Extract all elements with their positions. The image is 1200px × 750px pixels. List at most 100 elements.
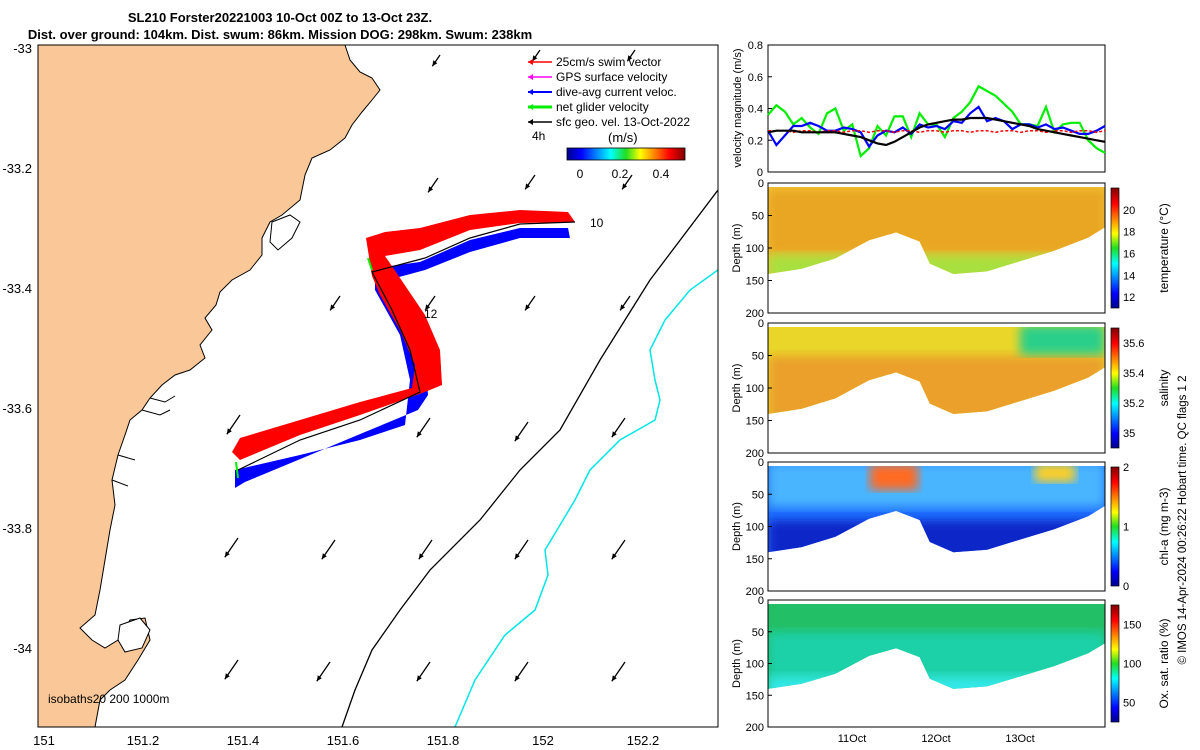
day-label-12: 12: [424, 307, 438, 321]
depth-tick: 150: [746, 554, 764, 566]
geo-velocity-arrow: [621, 174, 633, 190]
depth-tick: 0: [758, 318, 764, 330]
geo-velocity-arrow: [514, 661, 529, 682]
geo-velocity-arrow: [418, 539, 433, 560]
latitude-axis: -33 -33.2 -33.4 -33.6 -33.8 -34: [2, 41, 32, 656]
colorbar-tick: 14: [1123, 270, 1135, 282]
section-band: [768, 355, 1105, 414]
colorbar-tick: 100: [1123, 659, 1141, 671]
lon-tick: 151.2: [127, 733, 160, 748]
geo-velocity-arrow: [611, 661, 626, 682]
map-legend: 25cm/s swim vector GPS surface velocity …: [528, 55, 690, 181]
map-frame: [37, 44, 719, 728]
geo-velocity-arrow: [226, 414, 241, 435]
geo-velocity-arrow: [611, 417, 626, 438]
velocity-series-line: [767, 116, 1106, 147]
colorbar-label: salinity: [1157, 370, 1171, 407]
legend-item-sfc-geo-velocity: sfc geo. vel. 13-Oct-2022: [528, 115, 690, 129]
section-band: [768, 631, 1105, 683]
colorbar-tick: 20: [1123, 205, 1135, 217]
depth-tick: 200: [746, 308, 764, 320]
geo-velocity-arrow: [224, 659, 239, 680]
chart-title: SL210 Forster20221003 10-Oct 00Z to 13-O…: [127, 10, 433, 25]
lat-tick: -33.2: [2, 161, 32, 176]
depth-tick: 50: [752, 627, 764, 639]
depth-tick: 0: [758, 457, 764, 469]
depth-axis-label: Depth (m): [731, 224, 743, 273]
colorbar-tick: 50: [1123, 698, 1135, 710]
geostrophic-velocity-arrows: [224, 49, 636, 682]
velocity-y-tick: 0.8: [748, 40, 763, 52]
geo-velocity-arrow: [427, 177, 439, 193]
velocity-y-tick: 0.2: [748, 135, 763, 147]
map-panel: 10 12 isobaths20 200 1000m 151 151.2 151…: [2, 41, 719, 748]
lat-tick: -34: [13, 641, 32, 656]
section-colorbar: [1110, 327, 1120, 449]
geo-velocity-arrow: [514, 421, 529, 442]
track-net-velocity: [235, 257, 373, 479]
velocity-plot-frame: [767, 44, 1106, 173]
svg-text:GPS surface velocity: GPS surface velocity: [556, 70, 667, 84]
colorbar-tick: 150: [1123, 620, 1141, 632]
colorbar-tick: 35.2: [1123, 398, 1144, 410]
geo-velocity-arrow: [524, 295, 536, 311]
geo-velocity-arrow: [329, 295, 341, 311]
day-label-10: 10: [590, 216, 604, 230]
geo-velocity-arrow: [524, 174, 536, 190]
chart-subtitle: Dist. over ground: 104km. Dist. swum: 86…: [27, 27, 533, 42]
geo-velocity-arrow: [431, 54, 441, 67]
depth-axis-label: Depth (m): [731, 502, 743, 551]
depth-tick: 200: [746, 722, 764, 734]
geo-velocity-arrow: [316, 661, 331, 682]
depth-tick: 0: [758, 178, 764, 190]
speed-colorbar: [566, 147, 686, 161]
depth-axis-label: Depth (m): [731, 639, 743, 688]
speed-colorbar-tick: 0: [577, 167, 584, 181]
depth-tick: 150: [746, 276, 764, 288]
depth-tick: 150: [746, 416, 764, 428]
section-panel: 0 50 100 150 200 Depth (m) 12 14 16 18 20 temperatu…: [731, 178, 1171, 320]
depth-tick: 50: [752, 351, 764, 363]
south-bay: [117, 617, 151, 653]
lat-tick: -33.8: [2, 521, 32, 536]
geo-velocity-arrow: [626, 49, 636, 62]
geo-velocity-arrow: [416, 417, 431, 438]
velocity-y-tick: 0.6: [748, 72, 763, 84]
depth-tick: 150: [746, 690, 764, 702]
velocity-plot: 0 0.2 0.4 0.6 0.8 velocity magnitude (m/s): [732, 40, 1106, 179]
lat-tick: -33: [13, 41, 32, 56]
depth-tick: 100: [746, 522, 764, 534]
isobath-200m: [341, 189, 718, 727]
legend-item-gps-velocity: GPS surface velocity: [528, 70, 667, 84]
geo-velocity-arrow: [321, 539, 336, 560]
chl-maximum-patch: [870, 466, 918, 490]
chl-maximum-patch: [1035, 466, 1075, 482]
depth-tick: 200: [746, 448, 764, 460]
depth-tick: 100: [746, 383, 764, 395]
geo-velocity-arrow: [619, 295, 631, 311]
velocity-y-tick: 0: [757, 167, 763, 179]
lon-tick: 152.2: [627, 733, 660, 748]
section-band: [768, 290, 1105, 313]
colorbar-tick: 2: [1123, 462, 1129, 474]
salinity-low-patch: [1020, 327, 1105, 355]
legend-item-net-glider-velocity: net glider velocity: [528, 100, 649, 114]
date-tick: 11Oct: [838, 733, 867, 745]
legend-item-dive-avg-current: dive-avg current veloc.: [528, 85, 677, 99]
velocity-series-line: [767, 105, 1106, 149]
depth-axis-label: Depth (m): [731, 364, 743, 413]
land-mass: [38, 45, 381, 727]
time-step-label: 4h: [532, 129, 545, 143]
geo-velocity-arrow: [611, 539, 626, 560]
colorbar-label: chl-a (mg m-3): [1157, 487, 1171, 565]
section-panel: 0 50 100 150 200 Depth (m) 50 100 150 Ox. sat. ra…: [731, 595, 1171, 734]
lat-tick: -33.4: [2, 281, 32, 296]
svg-text:sfc geo. vel. 13-Oct-2022: sfc geo. vel. 13-Oct-2022: [556, 115, 690, 129]
section-band: [768, 421, 1105, 454]
time-axis: 11Oct 12Oct 13Oct: [838, 733, 1035, 745]
credit-line: © IMOS 14-Apr-2024 00:26:22 Hobart time.…: [1177, 375, 1189, 664]
section-band: [768, 520, 1105, 553]
legend-item-swim-vector: 25cm/s swim vector: [528, 55, 661, 69]
velocity-y-label: velocity magnitude (m/s): [732, 48, 744, 167]
date-tick: 12Oct: [921, 733, 950, 745]
